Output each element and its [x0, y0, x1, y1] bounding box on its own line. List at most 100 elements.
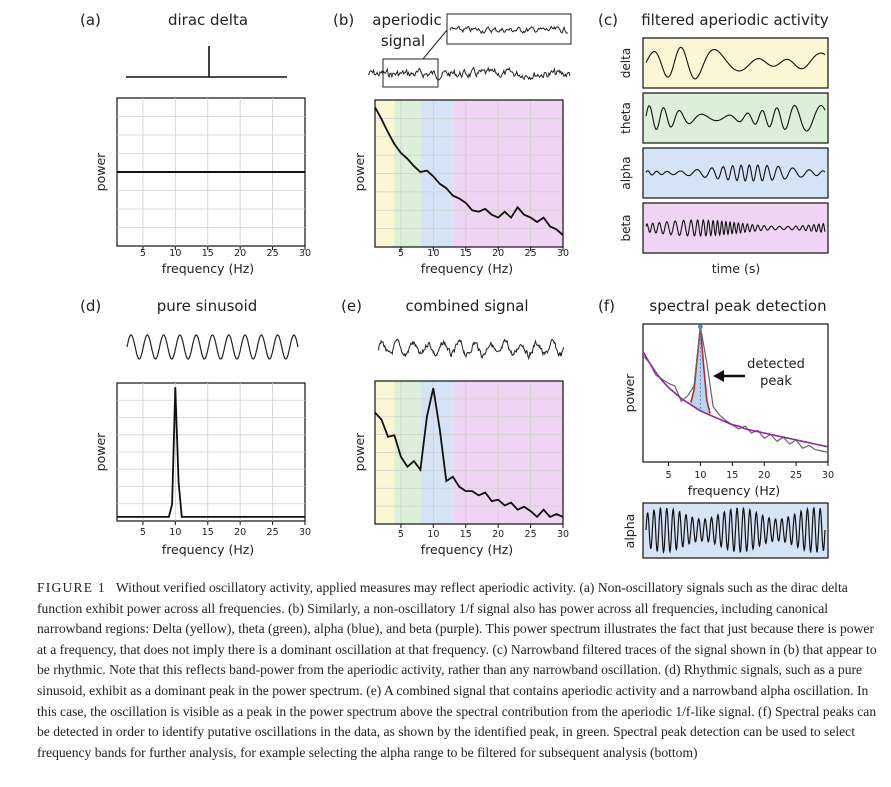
panel-f-bottom-label: alpha — [622, 514, 637, 549]
zoomed-signal-trace — [449, 25, 569, 35]
xtick-label: 25 — [267, 527, 279, 538]
xtick-label: 15 — [202, 527, 214, 538]
combined-signal-trace — [377, 338, 564, 361]
xtick-label: 25 — [525, 529, 537, 540]
band-box-delta — [642, 37, 829, 89]
filtered-trace-alpha — [645, 164, 826, 182]
panel-c: (c) filtered aperiodic activity delta the… — [598, 11, 829, 276]
filtered-band-traces: delta theta alpha beta — [619, 37, 829, 254]
xtick-label: 25 — [267, 248, 279, 259]
panel-a-xlabel: frequency (Hz) — [162, 261, 254, 276]
panel-d-xticks: 5 10 15 20 25 30 — [140, 521, 311, 538]
panel-b-title: aperiodic — [372, 11, 441, 29]
xtick-label: 25 — [525, 248, 537, 259]
panel-c-label: (c) — [598, 11, 618, 29]
panel-b-grid — [375, 100, 563, 247]
panel-a-title: dirac delta — [168, 11, 248, 29]
xtick-label: 20 — [492, 248, 504, 259]
panel-f: (f) spectral peak detection detected pea… — [598, 297, 834, 559]
panel-a: (a) dirac delta 5 10 15 20 25 30 frequency (H… — [80, 11, 311, 276]
panel-b-plot-area — [374, 99, 564, 248]
panel-f-spectrum-line — [642, 326, 829, 453]
band-label-delta: delta — [619, 48, 633, 78]
zoom-inset — [446, 13, 572, 45]
panel-f-xticks: 5 10 15 20 25 30 — [665, 462, 834, 481]
xtick-label: 10 — [427, 529, 439, 540]
panel-c-title: filtered aperiodic activity — [641, 11, 829, 29]
zoom-connector — [422, 29, 448, 60]
panel-f-title: spectral peak detection — [649, 297, 826, 315]
panel-d-power-line — [117, 387, 305, 518]
xtick-label: 30 — [822, 470, 834, 481]
xtick-label: 10 — [169, 527, 181, 538]
xtick-label: 30 — [557, 248, 569, 259]
panel-e-grid — [375, 381, 563, 524]
panel-e-ylabel: power — [352, 432, 367, 471]
xtick-label: 30 — [299, 248, 311, 259]
panel-b-power-line — [374, 106, 564, 236]
band-label-theta: theta — [619, 102, 633, 134]
filtered-trace-delta — [645, 46, 826, 80]
panel-b-label: (b) — [333, 11, 354, 29]
xtick-label: 15 — [202, 248, 214, 259]
panel-d: (d) pure sinusoid 5 10 15 20 25 30 frequency … — [80, 297, 311, 557]
aperiodic-signal-trace — [367, 66, 571, 81]
panel-d-label: (d) — [80, 297, 101, 315]
figure-1: (a) dirac delta 5 10 15 20 25 30 frequency (H… — [80, 11, 834, 559]
zoom-box — [382, 58, 439, 88]
aperiodic-fit-line — [642, 351, 829, 448]
filtered-trace-beta — [645, 218, 826, 237]
xtick-label: 5 — [140, 527, 146, 538]
panel-e-power-line — [374, 387, 564, 519]
dirac-delta-trace — [126, 46, 287, 78]
xtick-label: 10 — [694, 470, 706, 481]
filtered-trace-theta — [645, 104, 826, 132]
panel-f-ylabel: power — [622, 373, 637, 412]
panel-e: (e) combined signal 5 10 15 20 25 30 frequenc… — [341, 297, 569, 557]
xtick-label: 20 — [234, 527, 246, 538]
panel-c-xlabel: time (s) — [712, 261, 760, 276]
panel-a-label: (a) — [80, 11, 101, 29]
panel-b: (b) aperiodic signal 5 10 15 20 25 30 frequen… — [333, 11, 572, 276]
annotation-peak: peak — [760, 374, 792, 389]
xtick-label: 25 — [790, 470, 802, 481]
panel-f-xlabel: frequency (Hz) — [688, 483, 780, 498]
xtick-label: 20 — [758, 470, 770, 481]
xtick-label: 5 — [665, 470, 671, 481]
xtick-label: 20 — [234, 248, 246, 259]
pure-sinusoid-trace — [126, 334, 299, 360]
xtick-label: 10 — [427, 248, 439, 259]
figure-caption: FIGURE 1 Without verified oscillatory act… — [37, 578, 879, 763]
panel-e-plot-area — [374, 380, 564, 525]
panel-d-title: pure sinusoid — [157, 297, 258, 315]
caption-text: Without verified oscillatory activity, a… — [37, 580, 877, 760]
xtick-label: 5 — [140, 248, 146, 259]
band-box-theta — [642, 92, 829, 144]
panel-f-label: (f) — [598, 297, 615, 315]
xtick-label: 30 — [299, 527, 311, 538]
panel-d-xlabel: frequency (Hz) — [162, 542, 254, 557]
annotation-detected: detected — [747, 357, 805, 372]
alpha-filtered-trace — [645, 506, 826, 555]
xtick-label: 30 — [557, 529, 569, 540]
panel-b-ylabel: power — [352, 152, 367, 191]
panel-e-xlabel: frequency (Hz) — [421, 542, 513, 557]
panel-a-xticks: 5 10 15 20 25 30 — [140, 246, 311, 259]
panel-b-xticks: 5 10 15 20 25 30 — [398, 247, 569, 259]
panel-d-ylabel: power — [93, 432, 108, 471]
peak-center-dot — [698, 324, 703, 330]
xtick-label: 20 — [492, 529, 504, 540]
xtick-label: 5 — [398, 529, 404, 540]
xtick-label: 15 — [460, 248, 472, 259]
panel-b-title-line2: signal — [381, 32, 425, 50]
caption-label: FIGURE 1 — [37, 580, 106, 595]
band-label-beta: beta — [619, 214, 633, 241]
xtick-label: 15 — [726, 470, 738, 481]
panel-b-xlabel: frequency (Hz) — [421, 261, 513, 276]
band-label-alpha: alpha — [619, 156, 633, 189]
annotation-arrow-head-icon — [713, 370, 724, 382]
panel-e-label: (e) — [341, 297, 362, 315]
panel-a-ylabel: power — [93, 152, 108, 191]
panel-e-xticks: 5 10 15 20 25 30 — [398, 524, 569, 540]
xtick-label: 5 — [398, 248, 404, 259]
